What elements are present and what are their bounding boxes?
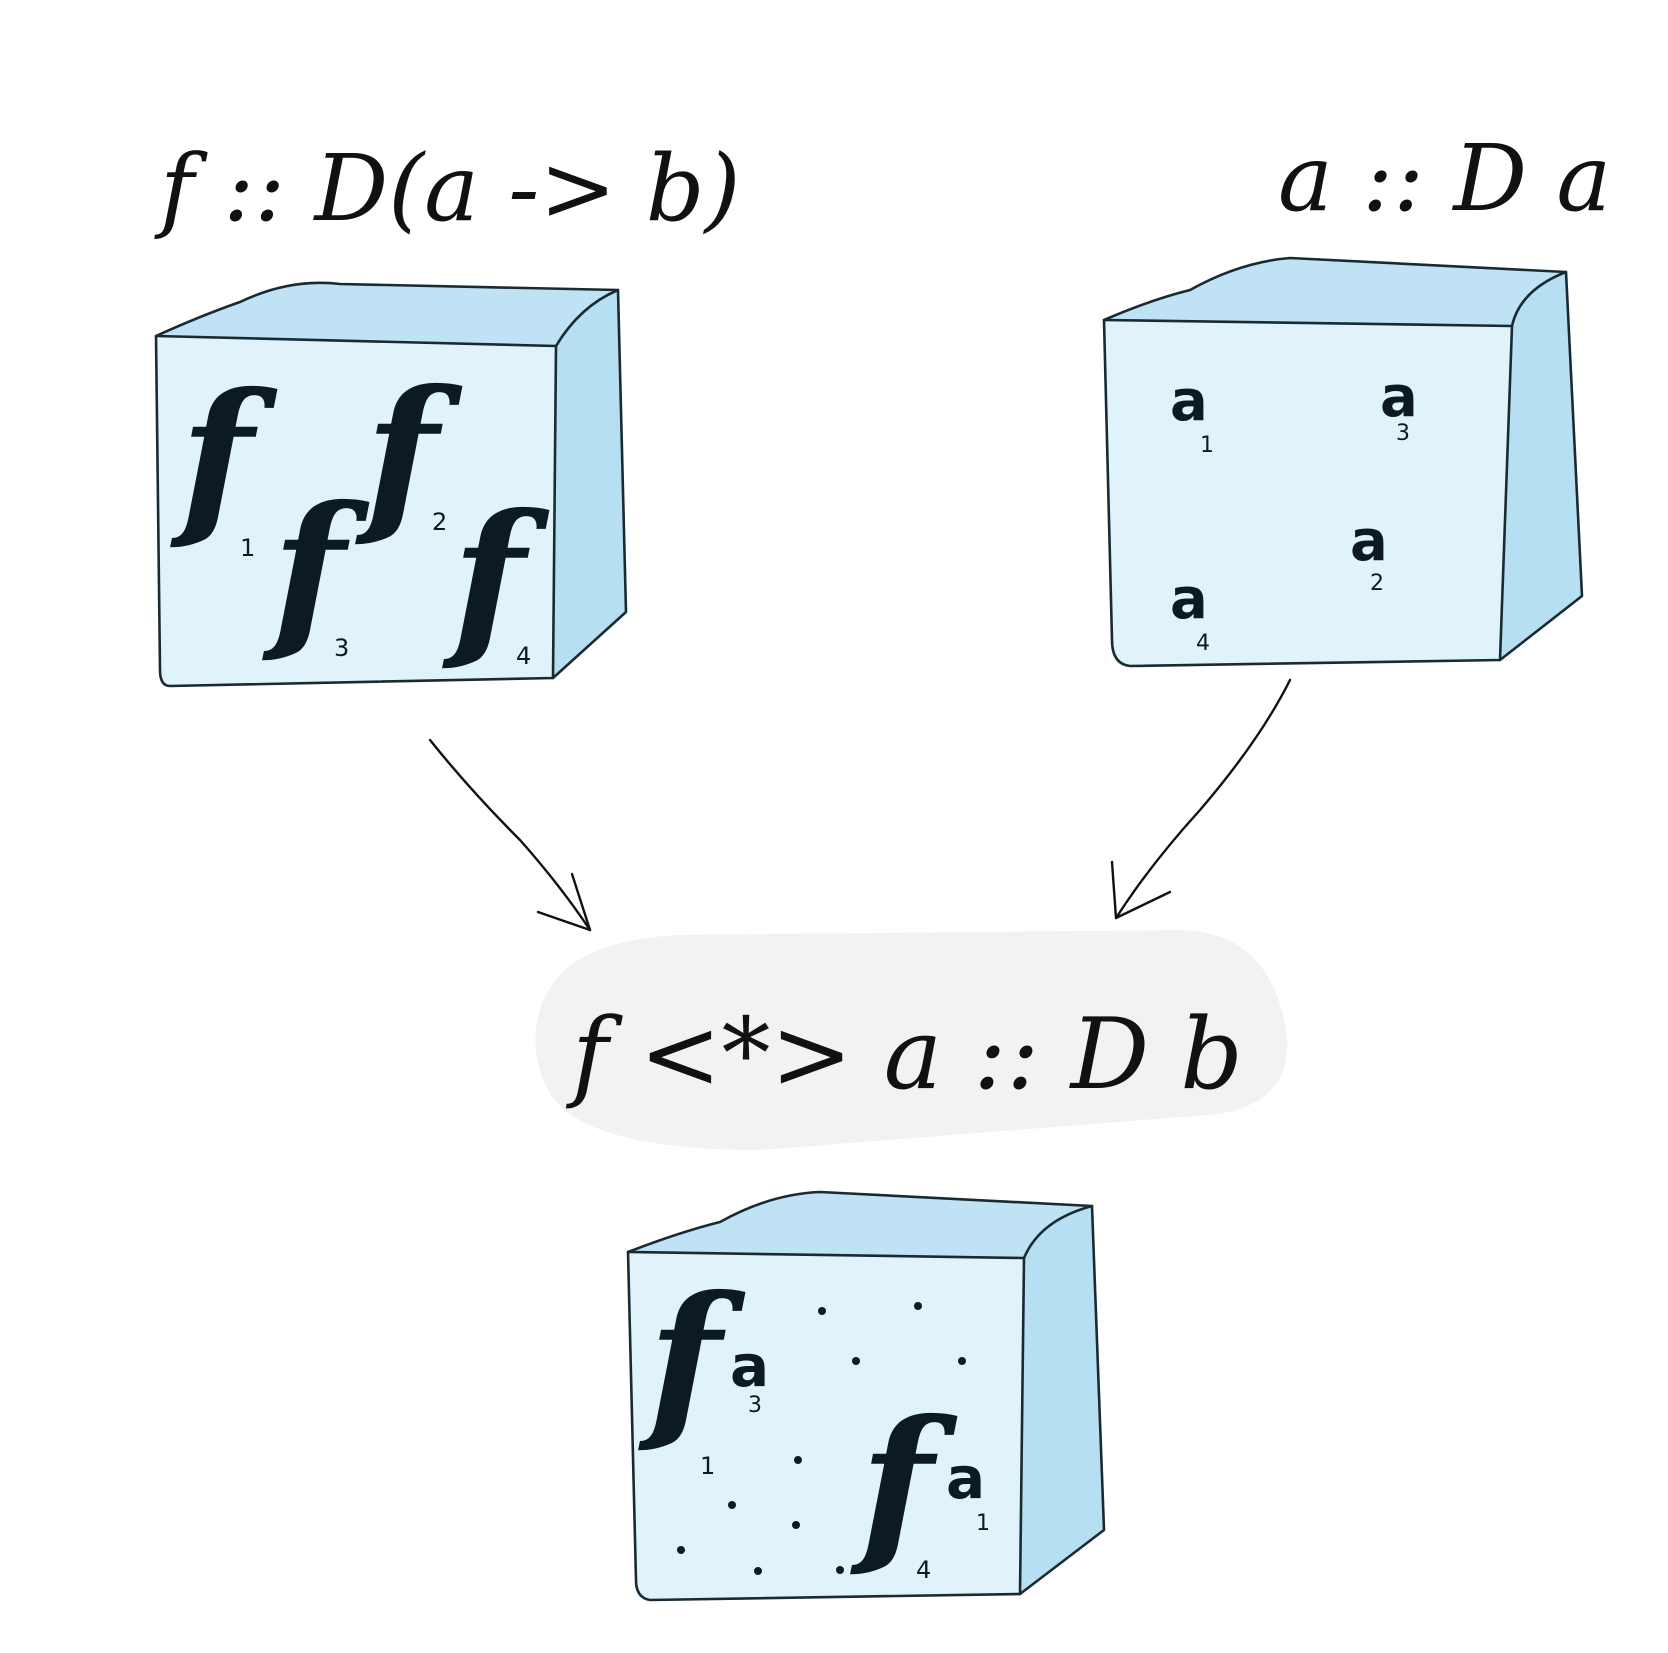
svg-text:1: 1 — [700, 1452, 715, 1480]
svg-text:a: a — [1170, 369, 1208, 434]
svg-text:a: a — [1380, 365, 1418, 430]
svg-text:2: 2 — [1370, 571, 1384, 596]
a-type-label: a :: D a — [1278, 125, 1611, 232]
result-bubble: f <*> a :: D b — [535, 930, 1288, 1150]
a-item-2: a 2 — [1350, 509, 1388, 596]
svg-text:2: 2 — [432, 508, 447, 536]
svg-text:4: 4 — [1196, 631, 1210, 656]
ellipsis-dots — [677, 1302, 966, 1575]
svg-text:1: 1 — [1200, 433, 1214, 458]
svg-text:1: 1 — [976, 1511, 990, 1536]
a-item-4: a 4 — [1170, 567, 1210, 656]
svg-text:a: a — [1170, 567, 1208, 632]
result-label: f <*> a :: D b — [565, 998, 1243, 1112]
svg-text:3: 3 — [1396, 421, 1410, 446]
svg-text:1: 1 — [240, 534, 255, 562]
svg-text:3: 3 — [748, 1393, 762, 1418]
svg-text:4: 4 — [516, 642, 531, 670]
svg-text:a: a — [946, 1444, 985, 1512]
svg-text:4: 4 — [916, 1556, 931, 1584]
a-item-1: a 1 — [1170, 369, 1214, 458]
box-f: f 1 f 3 f 2 f 4 — [154, 281, 628, 688]
box-result: f 1 a 3 f 4 a 1 — [626, 1190, 1106, 1602]
svg-text:a: a — [730, 1332, 769, 1400]
a-item-3: a 3 — [1380, 365, 1418, 446]
arrow-from-a — [1110, 678, 1292, 920]
f-type-label: f :: D(a -> b) — [154, 135, 740, 242]
svg-text:a: a — [1350, 509, 1388, 574]
box-a: a 1 a 3 a 2 a 4 — [1102, 256, 1584, 668]
svg-text:3: 3 — [334, 634, 349, 662]
arrow-from-f — [428, 738, 592, 932]
